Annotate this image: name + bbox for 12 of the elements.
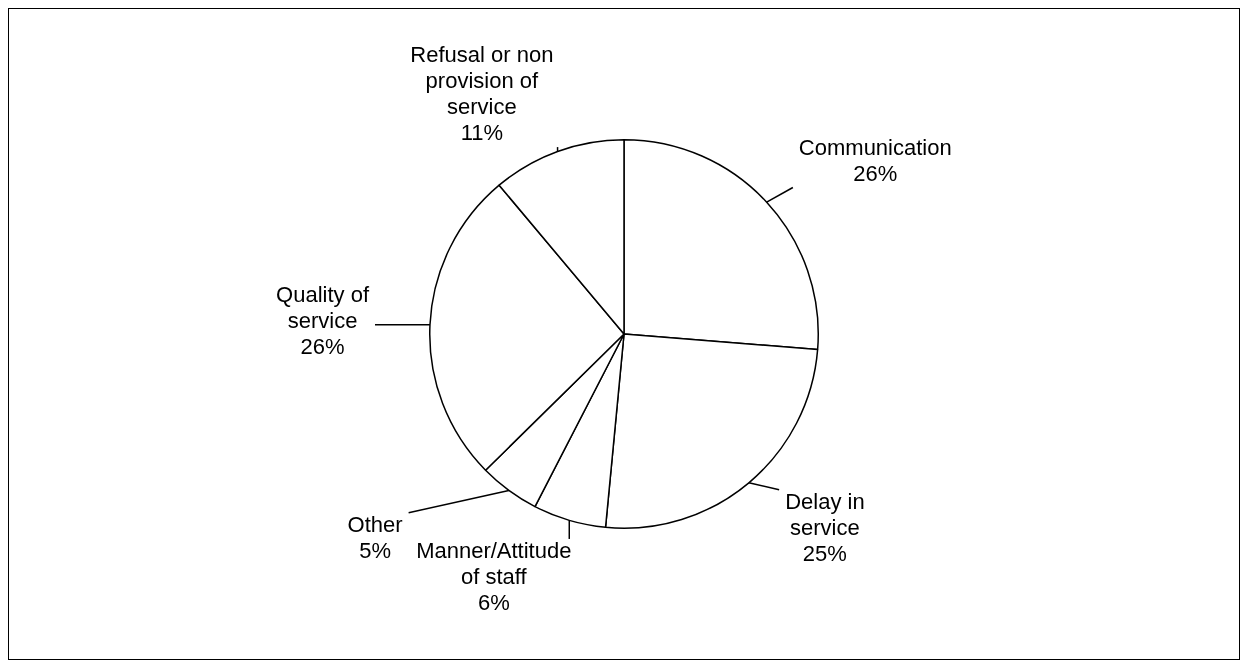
data-label: 26%	[853, 160, 898, 186]
data-label: 26%	[300, 333, 345, 359]
data-label: 5%	[359, 537, 391, 563]
slice-label: Other	[347, 511, 403, 537]
slice-label: Refusal or non provision of service	[410, 42, 554, 120]
slice-label: Quality of service	[276, 281, 370, 333]
data-label: 6%	[477, 590, 510, 616]
slice-label: Delay in service	[785, 488, 865, 540]
slice-label: Communication	[798, 134, 952, 160]
slice-label: Manner/Attitude of staff	[416, 538, 572, 590]
data-label: 11%	[460, 120, 504, 146]
data-label: 25%	[802, 540, 847, 566]
